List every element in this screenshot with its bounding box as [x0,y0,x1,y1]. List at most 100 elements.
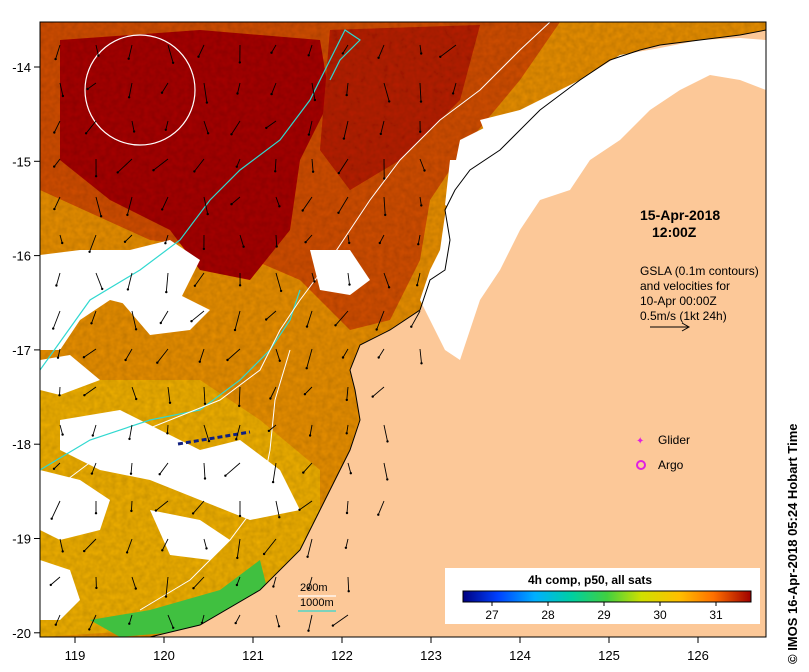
velocity-arrow [128,82,133,98]
velocity-arrow [127,272,133,290]
velocity-arrow-head [349,472,352,475]
velocity-arrow [83,538,97,552]
velocity-arrow [379,234,385,244]
velocity-arrow-head [348,283,351,286]
sst-hot-patch [320,25,480,190]
velocity-arrow-head [384,213,387,217]
velocity-arrow-head [156,361,159,364]
velocity-arrow-head [97,54,100,57]
velocity-arrow [275,234,278,247]
velocity-arrow [91,310,97,324]
map-date: 15-Apr-2018 [640,207,720,223]
glider-label: Glider [658,433,690,447]
velocity-arrow [53,158,61,167]
velocity-arrow-head [306,555,309,558]
x-tick-label: 120 [153,648,175,663]
velocity-arrow [307,538,313,557]
gsla-line-1: GSLA (0.1m contours) [640,264,759,278]
velocity-arrow-head [235,583,239,587]
velocity-arrow [165,576,169,597]
velocity-arrow-head [128,622,131,625]
x-tick-label: 122 [331,648,353,663]
velocity-arrow-head [192,587,195,590]
velocity-arrow-head [269,397,272,400]
velocity-arrow-head [127,57,130,60]
argo-legend: Argo [636,458,684,472]
depth-legend: 200m 1000m [298,582,336,612]
glider-legend: ✦ Glider [636,433,690,447]
velocity-arrow [53,196,61,210]
velocity-arrow-head [304,241,307,244]
y-axis: -14 -15 -16 -17 -18 -19 -20 [12,60,40,641]
velocity-arrow-head [307,133,311,136]
velocity-arrow-head [83,549,86,553]
velocity-arrow [131,576,137,589]
velocity-arrow [335,310,349,326]
velocity-arrow-head [159,321,162,325]
velocity-arrow [383,272,390,288]
velocity-arrow-head [94,175,98,178]
velocity-arrow [231,120,241,135]
velocity-arrow [203,82,208,103]
velocity-arrow-head [134,587,137,590]
velocity-arrow-head [278,205,281,208]
x-tick-label: 125 [598,648,620,663]
velocity-arrow-head [129,472,133,475]
velocity-arrow-head [271,480,275,484]
velocity-arrow [343,120,349,139]
velocity-arrows [49,44,457,632]
velocity-arrow [299,500,313,511]
velocity-arrow [55,44,61,60]
velocity-arrow [417,234,421,245]
velocity-arrow-head [58,394,61,397]
velocity-arrow-head [198,360,201,363]
velocity-arrow [410,310,421,327]
velocity-arrow [346,424,349,434]
velocity-arrow-head [238,514,242,518]
velocity-arrow-head [377,56,380,59]
velocity-arrow-head [272,585,275,588]
velocity-arrow [131,310,137,330]
velocity-arrow-head [279,289,283,293]
velocity-arrow-head [305,367,308,370]
velocity-arrow-head [377,356,380,359]
velocity-arrow-head [265,126,268,130]
velocity-arrow [302,462,313,473]
velocity-arrow [378,44,385,58]
velocity-arrow-head [234,621,237,625]
velocity-arrow [377,500,385,515]
map-time: 12:00Z [652,224,697,240]
plot-frame [39,21,767,638]
velocity-arrow-head [331,624,335,627]
velocity-arrow-head [348,241,351,245]
velocity-arrow [275,614,280,627]
velocity-arrow [85,120,97,134]
velocity-arrow [383,196,386,215]
velocity-arrow-head [303,393,307,396]
velocity-arrow [55,272,61,286]
velocity-arrow [53,462,61,470]
velocity-arrow [201,614,205,623]
cloud-mask [40,470,110,540]
velocity-arrow [275,272,282,292]
velocity-arrow-head [88,250,91,253]
velocity-arrow-head [235,438,238,441]
velocity-arrow [304,386,313,395]
velocity-arrow [227,348,241,361]
velocity-arrow-head [337,211,340,214]
velocity-arrow [275,500,280,518]
gsla-line-4: 0.5m/s (1kt 24h) [640,309,727,323]
velocity-arrow [271,44,277,53]
velocity-arrow-head [236,92,239,95]
depth-1000-label: 1000m [300,597,334,609]
velocity-arrow-head [202,247,206,251]
velocity-arrow-head [236,556,239,560]
velocity-arrow [372,386,385,397]
velocity-arrow-head [345,511,349,515]
velocity-arrow-head [164,128,167,131]
velocity-arrow-head [52,467,56,470]
x-tick-label: 121 [242,648,264,663]
velocity-arrow-head [125,551,129,554]
velocity-arrow [203,462,206,479]
velocity-arrow-head [160,91,164,94]
